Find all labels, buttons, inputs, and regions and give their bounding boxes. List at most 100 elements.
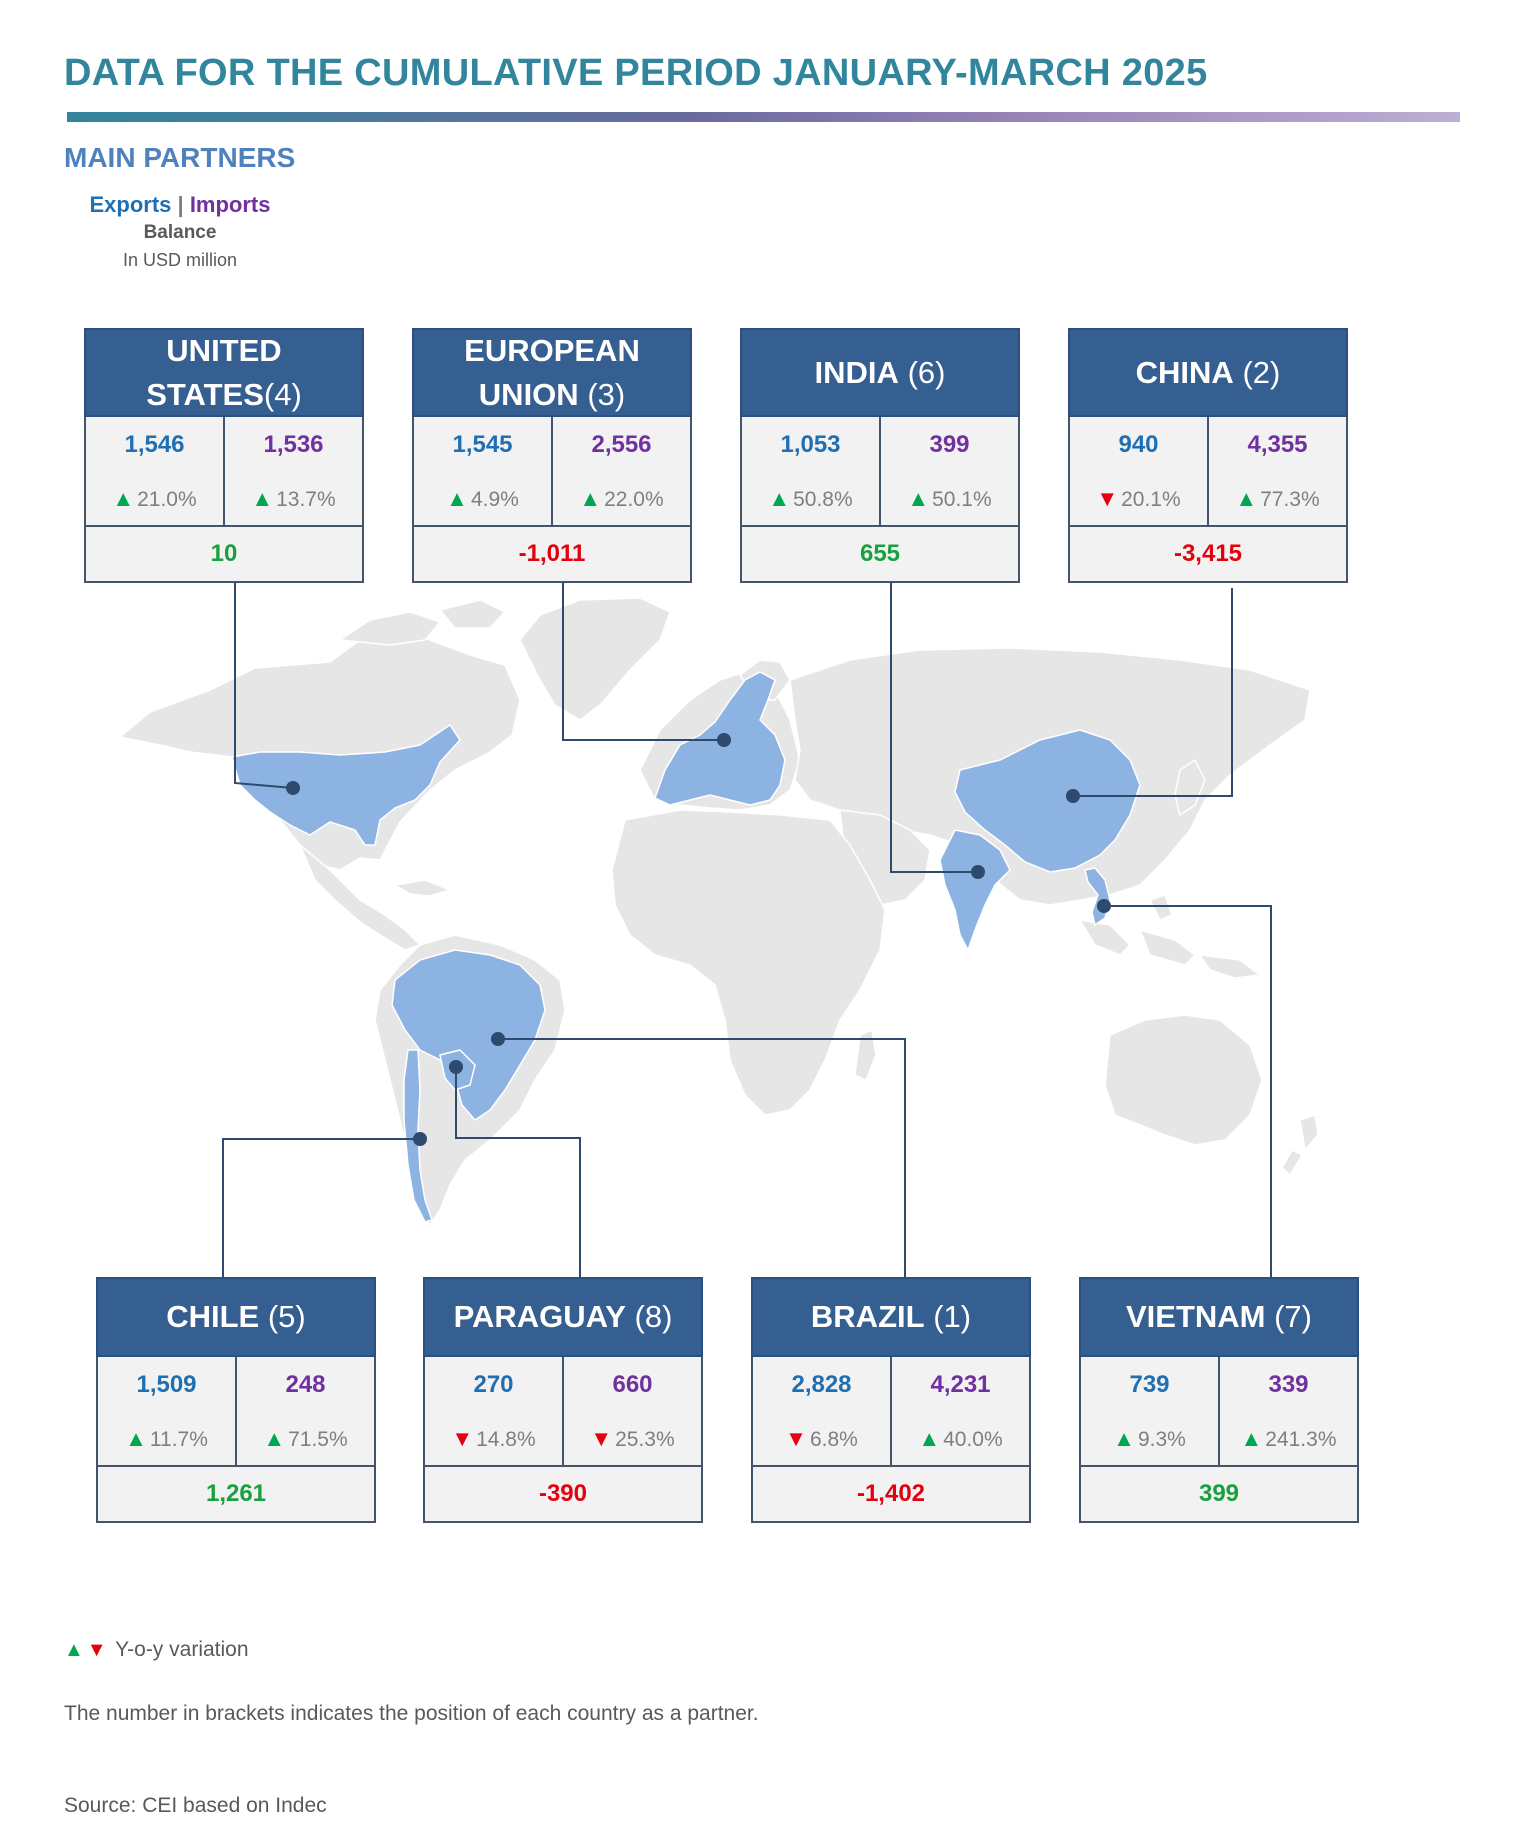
imports-value: 2,556 (591, 431, 652, 458)
connector-dots (286, 733, 1111, 1146)
card-header: INDIA (6) (740, 328, 1020, 417)
land-caribbean (392, 879, 453, 897)
dot-paraguay (449, 1060, 463, 1074)
card-body: 1,545 ▲ 4.9% 2,556 ▲ 22.0% -1,011 (412, 417, 692, 583)
partner-rank: (7) (1274, 1299, 1312, 1334)
exports-cell: 270 ▼ 14.8% (425, 1357, 562, 1465)
map-land (118, 597, 1319, 1227)
card-header: BRAZIL (1) (751, 1277, 1031, 1357)
card-body: 739 ▲ 9.3% 339 ▲ 241.3% 399 (1079, 1357, 1359, 1523)
land-madagascar (854, 1028, 877, 1082)
map-india (939, 829, 1011, 952)
partner-name-line2: UNION (478, 376, 579, 412)
partner-name: BRAZIL (810, 1299, 925, 1334)
down-arrow-icon: ▼ (1096, 486, 1119, 511)
exports-variation: ▲ 50.8% (768, 486, 853, 511)
up-arrow-icon: ▲ (1240, 1426, 1263, 1451)
exports-cell: 940 ▼ 20.1% (1070, 417, 1207, 525)
down-arrow-icon: ▼ (590, 1426, 613, 1451)
imports-variation: ▲ 50.1% (907, 486, 992, 511)
imports-value: 399 (929, 431, 970, 458)
land-australia (1104, 1014, 1263, 1146)
land-sea-islands (1078, 894, 1262, 979)
partner-name-line2: STATES (146, 376, 264, 412)
map-china (954, 729, 1141, 873)
exports-value: 2,828 (791, 1371, 852, 1398)
imports-cell: 1,536 ▲ 13.7% (223, 417, 362, 525)
imports-variation: ▲ 40.0% (918, 1426, 1003, 1451)
exports-value: 1,545 (452, 431, 513, 458)
card-header: PARAGUAY (8) (423, 1277, 703, 1357)
partner-name-line1: EUROPEAN (464, 332, 640, 368)
exports-variation: ▲ 4.9% (446, 486, 519, 511)
imports-cell: 2,556 ▲ 22.0% (551, 417, 690, 525)
card-paraguay: PARAGUAY (8) 270 ▼ 14.8% 660 ▼ 25.3% -390 (423, 1277, 703, 1523)
up-arrow-icon: ▲ (1113, 1426, 1135, 1451)
imports-cell: 660 ▼ 25.3% (562, 1357, 701, 1465)
exports-variation: ▲ 21.0% (112, 486, 197, 511)
up-arrow-icon: ▲ (263, 1426, 286, 1451)
card-eu: EUROPEAN UNION (3) 1,545 ▲ 4.9% 2,556 ▲ 22… (412, 328, 692, 583)
map-brazil (391, 949, 546, 1121)
imports-cell: 248 ▲ 71.5% (235, 1357, 374, 1465)
legend: Exports | Imports Balance In USD million (80, 192, 280, 271)
connector-china (1073, 588, 1233, 797)
card-india: INDIA (6) 1,053 ▲ 50.8% 399 ▲ 50.1% 655 (740, 328, 1020, 583)
map-highlighted-partners (231, 671, 1141, 1223)
balance-value: -1,402 (753, 1465, 1029, 1521)
card-header: CHILE (5) (96, 1277, 376, 1357)
partner-rank: (8) (634, 1299, 673, 1334)
card-header: VIETNAM (7) (1079, 1277, 1359, 1357)
down-arrow-icon: ▼ (785, 1426, 807, 1451)
dot-chile (413, 1132, 427, 1146)
down-arrow-icon: ▼ (451, 1426, 474, 1451)
balance-value: 10 (86, 525, 362, 581)
balance-value: -3,415 (1070, 525, 1346, 581)
card-body: 1,546 ▲ 21.0% 1,536 ▲ 13.7% 10 (84, 417, 364, 583)
imports-variation: ▲ 77.3% (1235, 486, 1320, 511)
partner-rank: (1) (933, 1299, 972, 1334)
partner-rank: (2) (1242, 354, 1281, 390)
imports-value: 4,231 (930, 1371, 991, 1398)
dot-vietnam (1097, 899, 1111, 913)
section-subtitle: MAIN PARTNERS (64, 142, 296, 173)
up-arrow-icon: ▲ (1235, 486, 1258, 511)
rank-note: The number in brackets indicates the pos… (64, 1702, 759, 1725)
exports-value: 1,546 (124, 431, 185, 458)
partner-rank: (4) (263, 376, 302, 412)
dot-china (1066, 789, 1080, 803)
card-brazil: BRAZIL (1) 2,828 ▼ 6.8% 4,231 ▲ 40.0% -1,4… (751, 1277, 1031, 1523)
connector-india (890, 583, 978, 873)
up-arrow-icon: ▲ (112, 486, 135, 511)
exports-variation: ▲ 9.3% (1113, 1426, 1186, 1451)
imports-cell: 4,231 ▲ 40.0% (890, 1357, 1029, 1465)
card-body: 1,053 ▲ 50.8% 399 ▲ 50.1% 655 (740, 417, 1020, 583)
connector-eu (562, 583, 724, 741)
connector-brazil (498, 1038, 906, 1277)
exports-cell: 1,545 ▲ 4.9% (414, 417, 551, 525)
card-header: UNITED STATES(4) (84, 328, 364, 417)
imports-value: 248 (285, 1371, 326, 1398)
land-central-america (299, 844, 422, 951)
balance-value: 655 (742, 525, 1018, 581)
exports-variation: ▼ 6.8% (785, 1426, 858, 1451)
down-arrow-icon: ▼ (86, 1639, 107, 1661)
land-north-america (118, 627, 521, 871)
up-arrow-icon: ▲ (907, 486, 930, 511)
variation-label: Y-o-y variation (115, 1638, 249, 1661)
partner-name: PARAGUAY (453, 1299, 626, 1334)
exports-variation: ▼ 20.1% (1096, 486, 1181, 511)
exports-value: 270 (473, 1371, 514, 1398)
legend-exports: Exports (89, 192, 172, 217)
partner-name: VIETNAM (1125, 1299, 1266, 1334)
legend-flows: Exports | Imports (80, 192, 280, 218)
legend-imports: Imports (189, 192, 271, 217)
exports-variation: ▲ 11.7% (125, 1426, 208, 1451)
exports-cell: 1,509 ▲ 11.7% (98, 1357, 235, 1465)
exports-value: 1,509 (136, 1371, 197, 1398)
partner-name-line1: UNITED (166, 332, 282, 368)
connector-paraguay (455, 1067, 581, 1277)
card-body: 2,828 ▼ 6.8% 4,231 ▲ 40.0% -1,402 (751, 1357, 1031, 1523)
card-china: CHINA (2) 940 ▼ 20.1% 4,355 ▲ 77.3% -3,415 (1068, 328, 1348, 583)
